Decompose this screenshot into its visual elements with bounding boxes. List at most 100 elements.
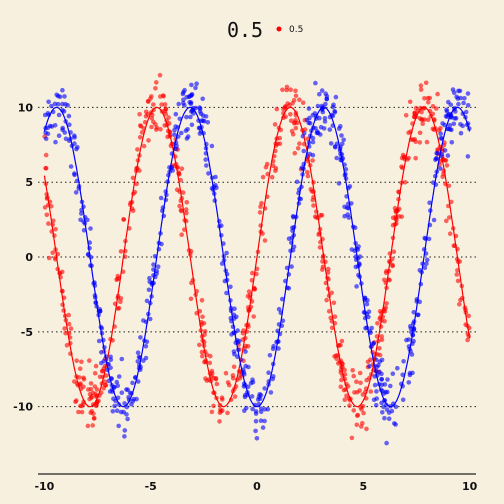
data-point xyxy=(413,155,419,161)
data-point xyxy=(200,96,205,102)
data-point xyxy=(211,403,216,409)
data-point xyxy=(419,109,424,115)
data-point xyxy=(248,380,254,386)
data-point xyxy=(259,200,264,206)
data-point xyxy=(418,83,424,88)
data-point xyxy=(276,346,281,351)
data-point xyxy=(188,101,194,107)
data-point xyxy=(161,94,166,99)
data-point xyxy=(189,82,194,88)
data-point xyxy=(235,328,240,333)
data-point xyxy=(336,361,341,366)
data-point xyxy=(66,312,71,318)
data-point xyxy=(332,314,338,320)
data-point xyxy=(207,360,213,366)
data-point xyxy=(114,277,119,283)
data-point xyxy=(115,383,121,389)
data-point xyxy=(279,296,285,302)
data-point xyxy=(77,375,82,380)
data-point xyxy=(244,405,249,411)
data-point xyxy=(444,163,450,168)
data-point xyxy=(76,409,81,415)
data-point xyxy=(97,308,103,314)
data-point xyxy=(326,309,332,314)
data-point xyxy=(358,380,363,386)
data-point xyxy=(342,204,347,210)
data-point xyxy=(290,214,296,219)
data-point xyxy=(415,312,421,318)
data-point xyxy=(324,96,330,102)
data-point xyxy=(60,125,65,131)
data-point xyxy=(197,342,202,348)
data-point xyxy=(450,87,456,92)
data-point xyxy=(352,225,358,230)
data-point xyxy=(183,207,189,212)
data-point xyxy=(87,391,93,397)
data-point xyxy=(294,179,300,185)
data-point xyxy=(163,111,169,117)
data-point xyxy=(382,318,387,324)
data-point xyxy=(461,100,466,106)
data-point xyxy=(72,172,77,178)
data-point xyxy=(262,386,268,391)
data-point xyxy=(268,390,274,395)
data-point xyxy=(253,411,259,416)
data-point xyxy=(297,97,302,103)
data-point xyxy=(448,102,454,108)
data-point xyxy=(413,139,418,144)
data-point xyxy=(320,267,325,272)
data-point xyxy=(158,94,163,99)
data-point xyxy=(246,289,252,294)
data-point xyxy=(201,118,207,124)
data-point xyxy=(331,102,336,108)
data-point xyxy=(334,155,340,161)
data-point xyxy=(341,137,347,143)
data-point xyxy=(143,113,149,119)
data-point xyxy=(328,315,334,321)
data-point xyxy=(151,102,156,107)
data-point xyxy=(184,210,189,216)
data-point xyxy=(435,91,440,97)
y-axis-ticks: -10 -5 0 5 10 xyxy=(13,101,33,413)
data-point xyxy=(339,377,344,383)
data-point xyxy=(64,343,70,348)
data-point xyxy=(43,136,49,141)
data-point xyxy=(154,80,159,85)
data-point xyxy=(223,370,229,376)
data-point xyxy=(386,416,392,422)
data-point xyxy=(465,103,471,108)
data-point xyxy=(379,377,385,382)
data-point xyxy=(393,422,398,427)
data-point xyxy=(453,109,458,114)
data-point xyxy=(162,102,168,107)
data-point xyxy=(325,270,331,275)
data-point xyxy=(444,109,450,114)
data-point xyxy=(232,351,237,357)
data-point xyxy=(79,211,84,216)
data-point xyxy=(138,335,143,340)
data-point xyxy=(360,420,365,426)
data-point xyxy=(68,164,74,169)
data-point xyxy=(231,364,237,370)
data-point xyxy=(329,325,335,331)
data-point xyxy=(209,409,215,415)
data-point xyxy=(431,217,437,223)
data-point xyxy=(87,396,92,402)
legend-label: 0.5 xyxy=(289,25,303,35)
data-point xyxy=(116,305,122,311)
data-point xyxy=(147,316,153,322)
data-point xyxy=(313,80,318,86)
data-point xyxy=(458,122,463,127)
data-point xyxy=(457,302,462,307)
data-point xyxy=(449,199,454,205)
data-point xyxy=(404,337,409,343)
data-point xyxy=(137,112,142,117)
data-point xyxy=(144,339,150,345)
data-point xyxy=(446,183,452,189)
data-point xyxy=(213,174,218,180)
data-point xyxy=(438,131,444,136)
data-point xyxy=(365,298,370,303)
data-point xyxy=(135,350,141,356)
data-point xyxy=(185,127,190,132)
data-point xyxy=(371,341,376,346)
